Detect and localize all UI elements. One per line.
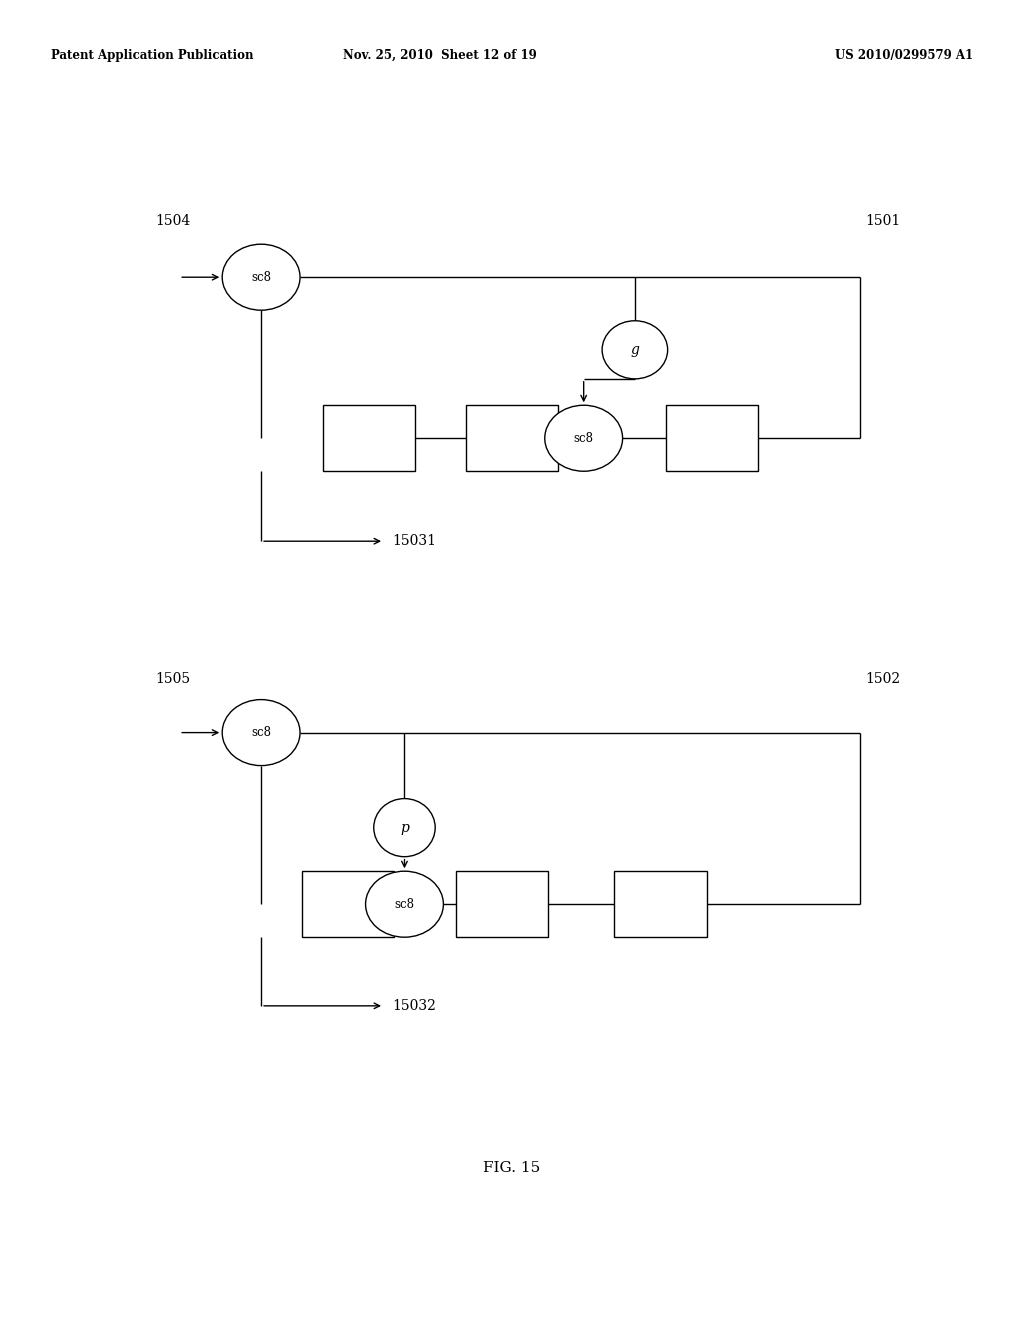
Text: sc8: sc8 bbox=[573, 432, 594, 445]
Text: Patent Application Publication: Patent Application Publication bbox=[51, 49, 254, 62]
Ellipse shape bbox=[222, 700, 300, 766]
Text: sc8: sc8 bbox=[394, 898, 415, 911]
Text: 1505: 1505 bbox=[156, 672, 190, 686]
Text: p: p bbox=[400, 821, 409, 834]
Text: 1501: 1501 bbox=[865, 214, 900, 228]
Ellipse shape bbox=[545, 405, 623, 471]
Text: 15031: 15031 bbox=[392, 535, 436, 548]
Bar bbox=[466, 405, 558, 471]
Text: Nov. 25, 2010  Sheet 12 of 19: Nov. 25, 2010 Sheet 12 of 19 bbox=[343, 49, 538, 62]
Ellipse shape bbox=[374, 799, 435, 857]
Text: g: g bbox=[631, 343, 639, 356]
Text: US 2010/0299579 A1: US 2010/0299579 A1 bbox=[835, 49, 973, 62]
Bar bbox=[323, 405, 415, 471]
Text: sc8: sc8 bbox=[251, 726, 271, 739]
Text: 1502: 1502 bbox=[865, 672, 900, 686]
Bar bbox=[666, 405, 758, 471]
Text: sc8: sc8 bbox=[251, 271, 271, 284]
Text: 15032: 15032 bbox=[392, 999, 436, 1012]
Ellipse shape bbox=[602, 321, 668, 379]
Ellipse shape bbox=[366, 871, 443, 937]
Text: 1504: 1504 bbox=[156, 214, 190, 228]
Bar bbox=[456, 871, 548, 937]
Ellipse shape bbox=[222, 244, 300, 310]
Bar bbox=[302, 871, 394, 937]
Bar bbox=[614, 871, 707, 937]
Text: FIG. 15: FIG. 15 bbox=[483, 1162, 541, 1175]
